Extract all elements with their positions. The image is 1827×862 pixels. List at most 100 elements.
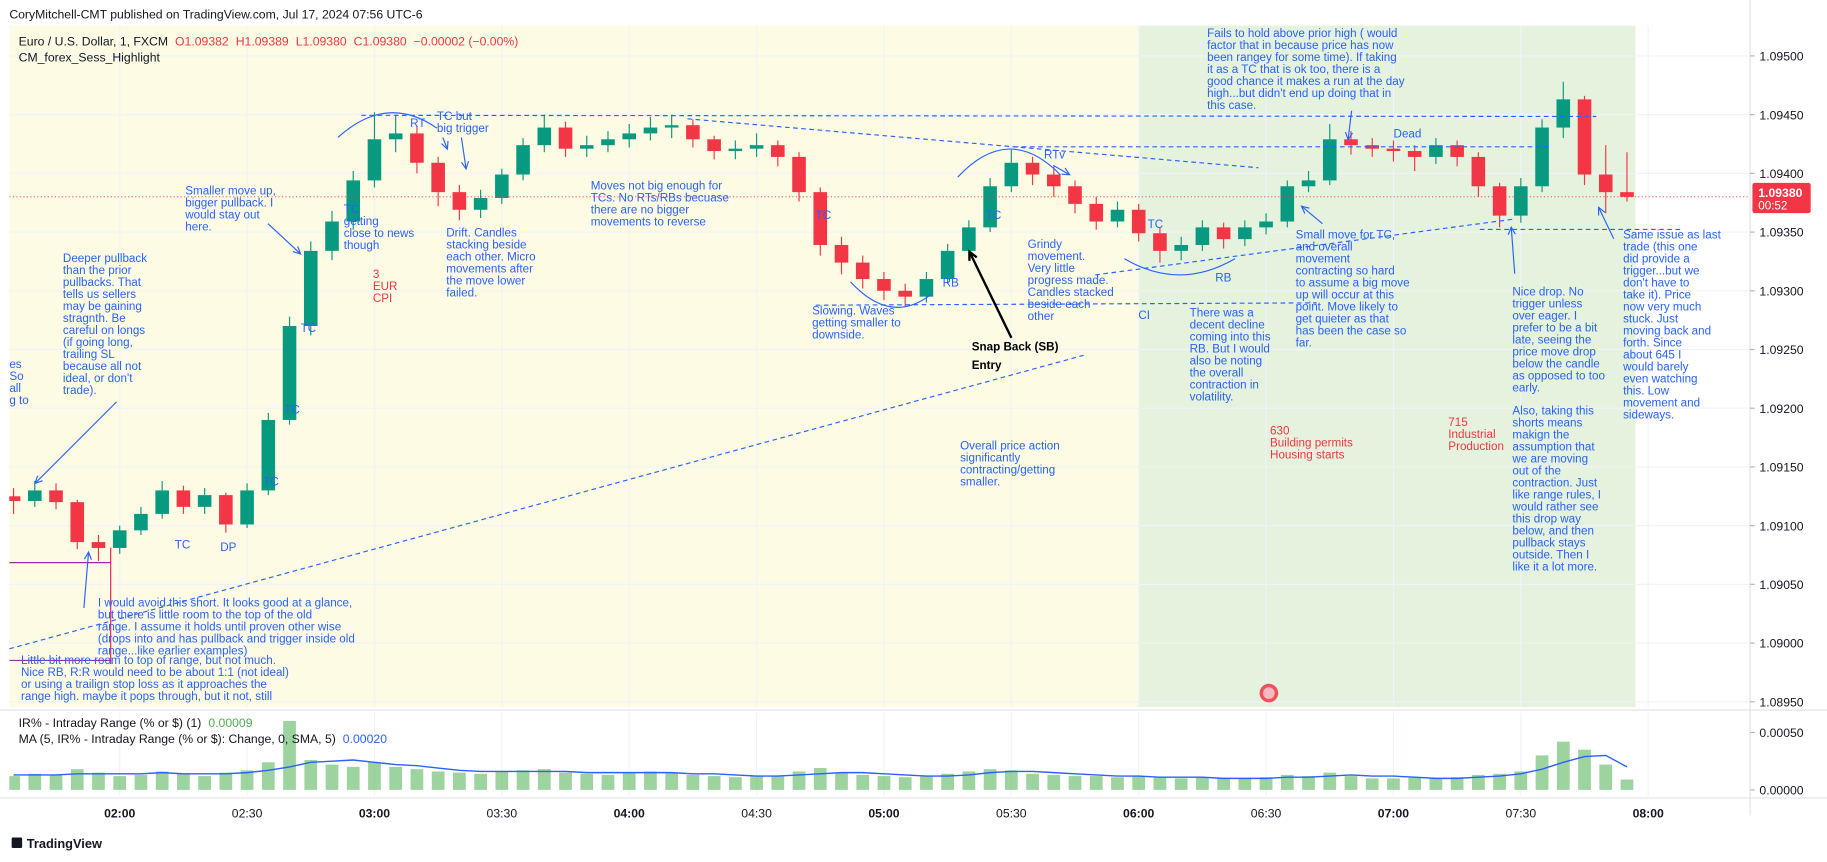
y-tick-label: 1.08950 <box>1759 695 1803 709</box>
indicator-bar <box>1450 777 1464 790</box>
annotation-line: the move lower <box>446 274 525 287</box>
candle-body <box>28 490 42 501</box>
candle-body <box>1216 227 1231 240</box>
indicator-bar <box>283 720 296 790</box>
annotation-line: CPI <box>373 292 392 305</box>
indicator-bar <box>1429 778 1443 790</box>
publisher-line: CoryMitchell-CMT published on TradingVie… <box>9 8 422 22</box>
indicator-bar <box>792 771 806 790</box>
price-pane <box>9 81 1751 561</box>
annotation-line: has been the case so <box>1296 325 1407 338</box>
annotation-line: this drop way <box>1512 513 1581 526</box>
indicator-bar <box>1026 773 1039 790</box>
annotation-line: assumption that <box>1512 441 1595 454</box>
annotation-line: prefer to be a bit <box>1512 322 1598 335</box>
indicator-name: IR% - Intraday Range (% or $) (1) <box>19 716 202 730</box>
annotation-line: over eager. I <box>1512 310 1577 323</box>
annotation-line: range. I assume it holds until proven ot… <box>98 621 341 634</box>
indicator-bar <box>495 771 509 790</box>
candle-body <box>813 192 828 245</box>
annotation-line: failed. <box>446 286 477 299</box>
annotation-line: EUR <box>373 280 398 293</box>
annotation-line: take it). Price <box>1623 289 1691 302</box>
indicator-bar <box>1047 774 1061 790</box>
annotation-line: to assume a big move <box>1296 277 1410 290</box>
arrow-head <box>1507 225 1516 235</box>
annotation-line: like range rules, I <box>1512 489 1601 502</box>
candle-body <box>1514 186 1528 216</box>
indicator-bar <box>580 773 594 790</box>
annotation-line: CI <box>1138 309 1150 322</box>
indicator-bar <box>410 769 424 790</box>
annotation-line: movements after <box>446 262 533 275</box>
annotation-line: trade). <box>63 384 97 397</box>
indicator-bar <box>601 774 615 790</box>
symbol-legend: Euro / U.S. Dollar, 1, FXCM O1.09382 H1.09… <box>19 34 519 48</box>
indicator-bar <box>771 776 785 790</box>
candle-body <box>622 133 637 140</box>
x-tick-label: 03:00 <box>359 807 390 821</box>
candle-body <box>495 174 509 199</box>
annotation-line: there are no bigger <box>591 204 690 217</box>
annotation-line: es <box>9 358 21 371</box>
candle-body <box>1492 186 1507 216</box>
candle-body <box>1322 139 1337 181</box>
arrow-head <box>1598 206 1606 216</box>
annotation-line: TC <box>986 209 1002 222</box>
candle-body <box>346 180 361 222</box>
y-tick-label: 1.09350 <box>1759 226 1803 240</box>
x-tick-label: 08:00 <box>1633 807 1664 821</box>
annotation-line: Entry <box>972 359 1002 372</box>
indicator-bar <box>474 773 487 790</box>
candle-body <box>9 496 21 501</box>
annotation-line: it as a TC that is ok too, there is a <box>1207 63 1381 76</box>
indicator-bar <box>1578 749 1591 790</box>
annotation-line: 715 <box>1448 416 1467 429</box>
annotation-line: would stay out <box>184 208 260 221</box>
annotation-line: TC <box>301 322 317 335</box>
candle-body <box>1110 209 1125 222</box>
indicator-bar <box>134 774 148 790</box>
annotation-line: (drops into and has pullback and trigger… <box>98 633 355 646</box>
event-icon-inner <box>1263 687 1275 699</box>
annotation-line: as opposed to too <box>1512 370 1605 383</box>
y-tick-label: 1.09050 <box>1759 578 1803 592</box>
annotation-line: movement. <box>1028 250 1086 263</box>
candle-body <box>452 192 467 210</box>
annotation-line: below the candle <box>1512 358 1599 371</box>
symbol: Euro / U.S. Dollar, 1, FXCM <box>19 34 168 48</box>
annotation-line: coming into this <box>1190 331 1271 344</box>
candle-body <box>1598 174 1613 193</box>
ohlc-open: O1.09382 <box>175 34 229 48</box>
candle-body <box>1365 145 1380 149</box>
candle-body <box>516 145 530 175</box>
indicator-bar <box>1153 777 1167 790</box>
arrow-head <box>34 475 43 485</box>
footer: TradingView <box>11 836 102 851</box>
candle-body <box>1344 139 1358 146</box>
annotation-line: downside. <box>812 328 864 341</box>
indicator-bar <box>622 772 636 790</box>
indicator-bar <box>1174 778 1188 790</box>
annotation-line: beside each <box>1028 298 1091 311</box>
indicator-legend: MA (5, IR% - Intraday Range (% or $): Ch… <box>19 732 388 746</box>
indicator-bar <box>686 774 700 790</box>
annotation-line: RB <box>943 276 959 289</box>
annotation-line: outside. Then I <box>1512 549 1589 562</box>
candle-body <box>771 145 785 157</box>
annotation-line: tells us sellers <box>63 288 136 301</box>
indicator-bar <box>453 772 466 790</box>
countdown: 00:52 <box>1758 200 1787 213</box>
study-name: CM_forex_Sess_Highlight <box>19 51 161 65</box>
y-tick-label: 1.09250 <box>1759 343 1803 357</box>
indicator-bar <box>431 771 445 790</box>
annotation-line: get quieter as that <box>1296 313 1390 326</box>
swing-arc <box>1124 258 1236 276</box>
annotation-line: also be noting <box>1190 355 1263 368</box>
y2-tick-label: 0.00050 <box>1759 726 1803 740</box>
annotation-line: contracting/getting <box>960 463 1055 476</box>
annotation-line: getting smaller to <box>812 316 901 329</box>
indicator-bar <box>1132 776 1146 790</box>
